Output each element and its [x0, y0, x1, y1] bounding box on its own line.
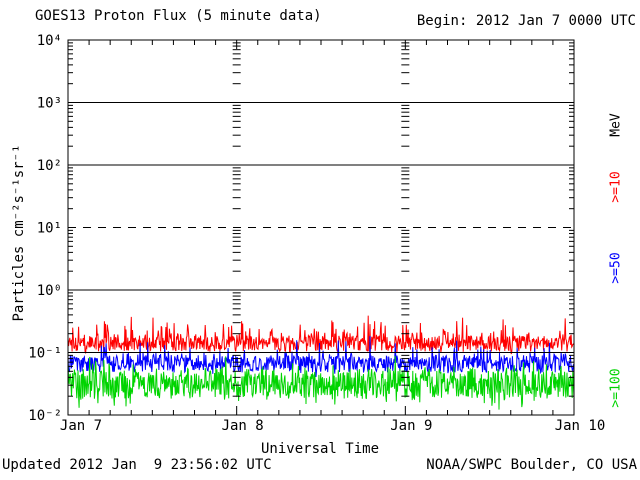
x-tick-label: Jan 9	[390, 418, 432, 434]
y-tick-label: 10¹	[37, 221, 62, 237]
legend-ge100-label: >=100	[608, 368, 624, 408]
y-tick-label: 10³	[37, 96, 62, 112]
plot-border	[67, 39, 575, 416]
x-tick-label: Jan 8	[222, 418, 264, 434]
legend-unit-label: MeV	[608, 113, 624, 137]
series-trace-gege50	[67, 335, 575, 378]
y-tick-label: 10⁻²	[28, 408, 62, 424]
x-tick-label: Jan 7	[60, 418, 102, 434]
legend-ge10-label: >=10	[608, 171, 624, 203]
y-tick-label: 10⁻¹	[28, 346, 62, 362]
y-tick-label: 10⁰	[37, 283, 62, 299]
y-tick-label: 10⁴	[37, 33, 62, 49]
updated-timestamp: Updated 2012 Jan 9 23:56:02 UTC	[2, 457, 272, 473]
source-attribution: NOAA/SWPC Boulder, CO USA	[426, 457, 637, 473]
legend-ge50-label: >=50	[608, 252, 624, 284]
chart-title: GOES13 Proton Flux (5 minute data)	[35, 8, 322, 24]
begin-timestamp: Begin: 2012 Jan 7 0000 UTC	[416, 13, 636, 29]
x-axis-label: Universal Time	[260, 441, 380, 457]
series-trace-gege10	[67, 315, 575, 355]
y-tick-label: 10²	[37, 158, 62, 174]
series-trace-gege100	[67, 356, 575, 410]
x-tick-label: Jan 10	[555, 418, 606, 434]
